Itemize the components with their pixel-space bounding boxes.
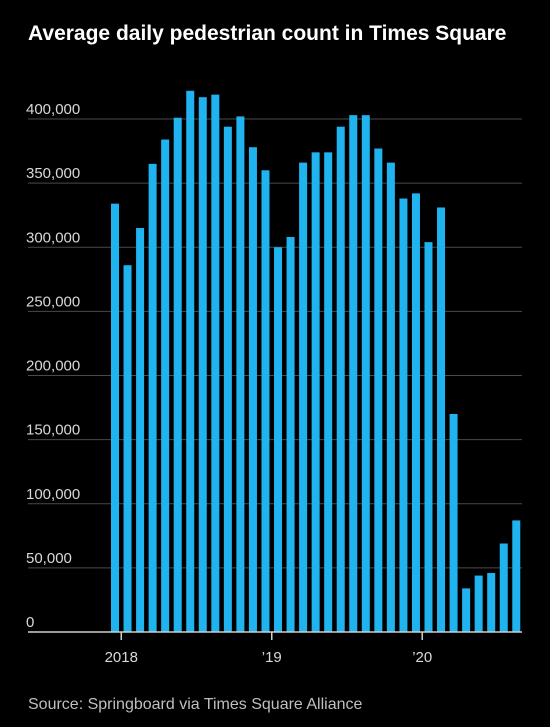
bar-2020-08 xyxy=(512,520,521,632)
bar-2019-02 xyxy=(286,236,295,633)
bar-2018-11 xyxy=(248,147,257,632)
bar-2018-12 xyxy=(261,170,270,633)
bar-2019-10 xyxy=(386,162,395,633)
bar-2018-08 xyxy=(211,94,220,632)
chart-title: Average daily pedestrian count in Times … xyxy=(28,22,507,45)
y-tick-label: 300,000 xyxy=(26,229,80,246)
bar-2019-11 xyxy=(399,198,408,632)
bar-2018-06 xyxy=(186,90,195,632)
x-tick-label: 2018 xyxy=(105,649,138,666)
y-tick-label: 200,000 xyxy=(26,358,80,375)
bar-2018-03 xyxy=(148,163,157,632)
bar-2020-05 xyxy=(474,575,483,632)
y-tick-label: 250,000 xyxy=(26,293,80,310)
bar-2017-12 xyxy=(111,203,119,632)
bar-2018-02 xyxy=(136,228,145,632)
bar-2020-03 xyxy=(449,413,458,632)
bar-2020-01 xyxy=(424,242,433,632)
bar-2020-07 xyxy=(499,543,508,632)
y-tick-label: 400,000 xyxy=(26,101,80,118)
bar-2018-09 xyxy=(223,126,232,632)
bar-2018-07 xyxy=(198,97,207,632)
bar-2020-04 xyxy=(462,588,471,632)
bar-2019-06 xyxy=(336,126,345,632)
x-tick-label: ’19 xyxy=(262,649,282,666)
bar-2020-02 xyxy=(437,207,446,632)
bar-2019-08 xyxy=(361,115,370,633)
bar-2019-07 xyxy=(349,115,358,633)
y-tick-label: 0 xyxy=(26,614,34,631)
x-tick-label: ’20 xyxy=(412,649,432,666)
bar-2018-10 xyxy=(236,116,245,632)
source-note: Source: Springboard via Times Square All… xyxy=(28,696,363,713)
y-tick-label: 100,000 xyxy=(26,486,80,503)
bar-2019-05 xyxy=(324,152,333,632)
y-tick-label: 350,000 xyxy=(26,165,80,182)
bar-2019-09 xyxy=(374,148,383,632)
bar-2018-01 xyxy=(123,265,132,632)
y-tick-label: 50,000 xyxy=(26,550,72,567)
bar-2019-03 xyxy=(299,162,308,633)
bar-2018-04 xyxy=(161,139,170,632)
bar-2019-01 xyxy=(274,247,283,632)
bar-2019-04 xyxy=(311,152,320,632)
y-tick-label: 150,000 xyxy=(26,422,80,439)
bar-2020-06 xyxy=(487,573,496,632)
bar-2018-05 xyxy=(173,117,182,632)
bar-2019-12 xyxy=(411,193,420,632)
bar-chart: 0 50,000 100,000 150,000 200,000 250,000 300,0… xyxy=(26,90,522,666)
